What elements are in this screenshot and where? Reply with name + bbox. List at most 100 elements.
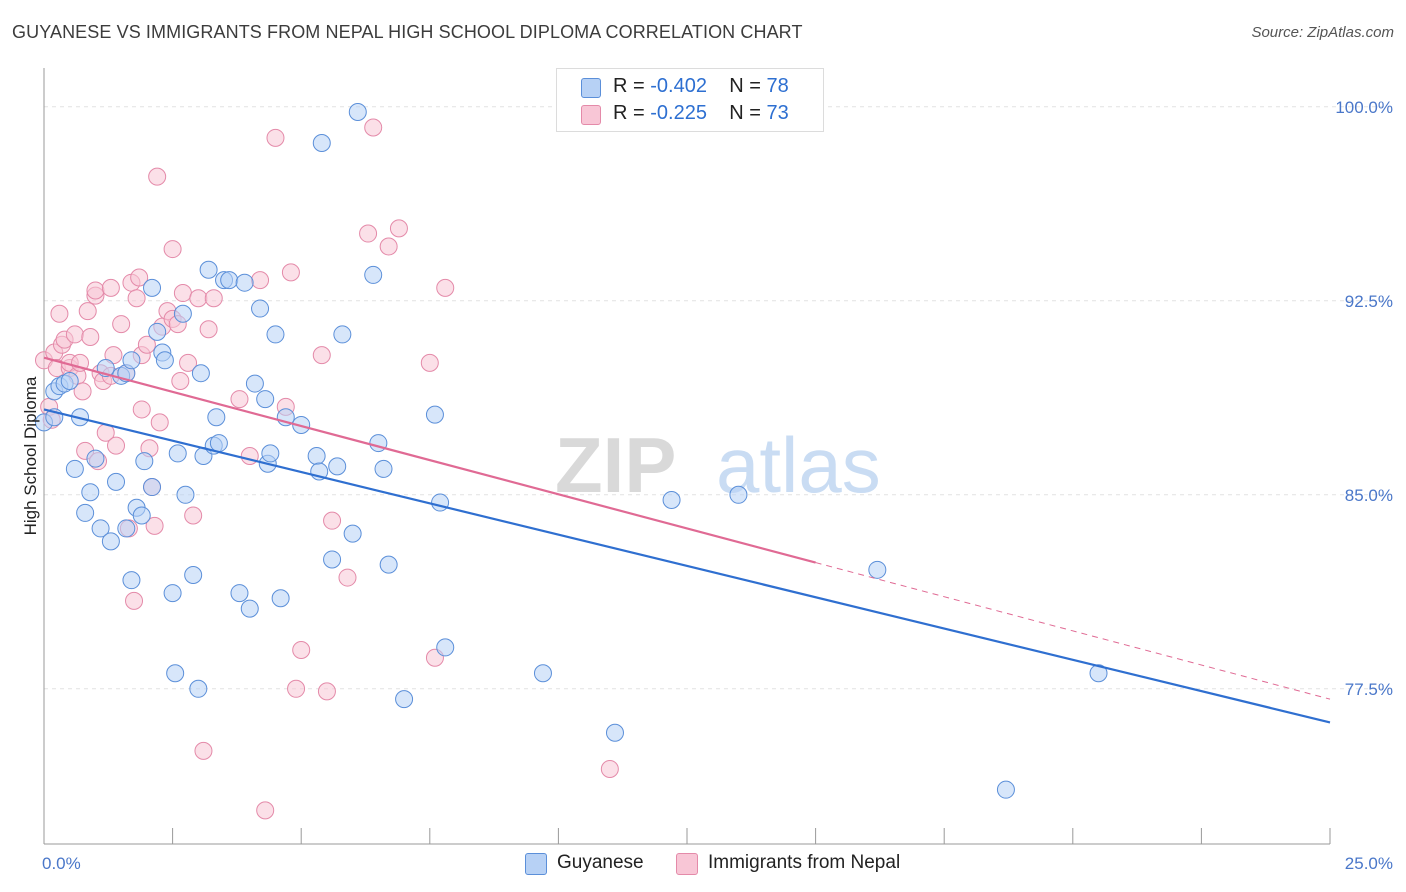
guyanese-point [868,560,887,579]
guyanese-point [135,452,154,471]
nepal-point [65,325,84,344]
x-tick-label: 0.0% [42,854,81,873]
nepal-point [281,263,300,282]
y-tick-label: 92.5% [1345,292,1393,311]
guyanese-point [240,599,259,618]
guyanese-point [86,449,105,468]
nepal-point [137,335,156,354]
guyanese-point [374,459,393,478]
guyanese-point [132,506,151,525]
y-tick-label: 85.0% [1345,486,1393,505]
nepal-point [199,320,218,339]
nepal-point [112,315,131,334]
guyanese-point [436,638,455,657]
guyanese-point [1089,664,1108,683]
guyanese-point [328,457,347,476]
nepal-point [179,353,198,372]
source-label: Source: ZipAtlas.com [1251,24,1394,41]
y-tick-label: 77.5% [1345,680,1393,699]
nepal-point [338,568,357,587]
nepal-point [230,390,249,409]
nepal-point [50,304,69,323]
y-tick-labels: 77.5% 85.0% 92.5% 100.0% [1335,98,1393,699]
guyanese-point [101,532,120,551]
guyanese-point [117,519,136,538]
nepal-point [101,278,120,297]
legend-r-label: R = [613,75,651,97]
guyanese-point [168,444,187,463]
nepal-point [73,382,92,401]
nepal-point [379,237,398,256]
nepal-point [364,118,383,137]
series-guyanese [35,102,1108,799]
nepal-point [292,641,311,659]
nepal-point [389,219,408,238]
guyanese-point [245,374,264,393]
nepal-point [312,346,331,365]
guyanese-point [122,351,141,370]
guyanese-point [261,444,280,463]
guyanese-trend-line [43,408,1331,724]
guyanese-point [662,490,681,509]
guyanese-point [235,273,254,292]
nepal-point [163,240,182,259]
guyanese-point [199,260,218,279]
guyanese-point [191,364,210,383]
guyanese-point [533,664,552,683]
axes [43,68,1331,845]
nepal-point [251,271,270,290]
legend-swatch-guyanese [581,78,601,98]
guyanese-point [425,405,444,424]
y-axis-title: High School Diploma [21,376,40,535]
legend-n-label: N = [729,102,767,124]
guyanese-point [312,134,331,153]
bottom-legend-swatch-nepal [676,853,698,875]
guyanese-point [122,571,141,590]
nepal-point [127,289,146,308]
guyanese-point [379,555,398,574]
guyanese-point [395,690,414,709]
guyanese-point [605,723,624,742]
guyanese-point [251,299,270,318]
guyanese-point [256,390,275,409]
nepal-point [256,801,275,820]
legend-n-value-nepal: 73 [766,102,789,124]
guyanese-point [143,478,162,497]
nepal-point [323,511,342,530]
nepal-point [436,278,455,297]
nepal-point [359,224,378,243]
legend-r-value-guyanese: -0.402 [650,75,707,97]
guyanese-point [166,664,185,683]
guyanese-point [81,483,100,502]
nepal-point [287,679,306,698]
watermark-zip: ZIP [555,421,676,509]
guyanese-point [60,371,79,390]
guyanese-point [189,679,208,698]
bottom-legend-swatch-guyanese [525,853,547,875]
guyanese-point [996,780,1015,799]
nepal-trend-line [43,356,816,564]
nepal-point [81,328,100,347]
guyanese-point [209,434,228,453]
y-tick-label: 100.0% [1335,98,1393,117]
guyanese-point [184,565,203,584]
guyanese-point [230,584,249,603]
nepal-point [86,281,105,300]
legend-n-label: N = [729,75,767,97]
nepal-point [145,516,164,535]
nepal-point [317,682,336,701]
legend-n-value-guyanese: 78 [766,75,789,97]
guyanese-point [163,584,182,603]
guyanese-point [148,322,167,341]
nepal-point [132,400,151,419]
nepal-point [184,506,203,525]
nepal-point [171,371,190,390]
guyanese-point [176,485,195,504]
guyanese-point [76,503,95,522]
x-tick-labels: 0.0% 25.0% [42,854,1393,873]
guyanese-point [107,472,126,491]
guyanese-point [207,408,226,427]
legend-r-value-nepal: -0.225 [650,102,707,124]
guyanese-point [220,271,239,290]
